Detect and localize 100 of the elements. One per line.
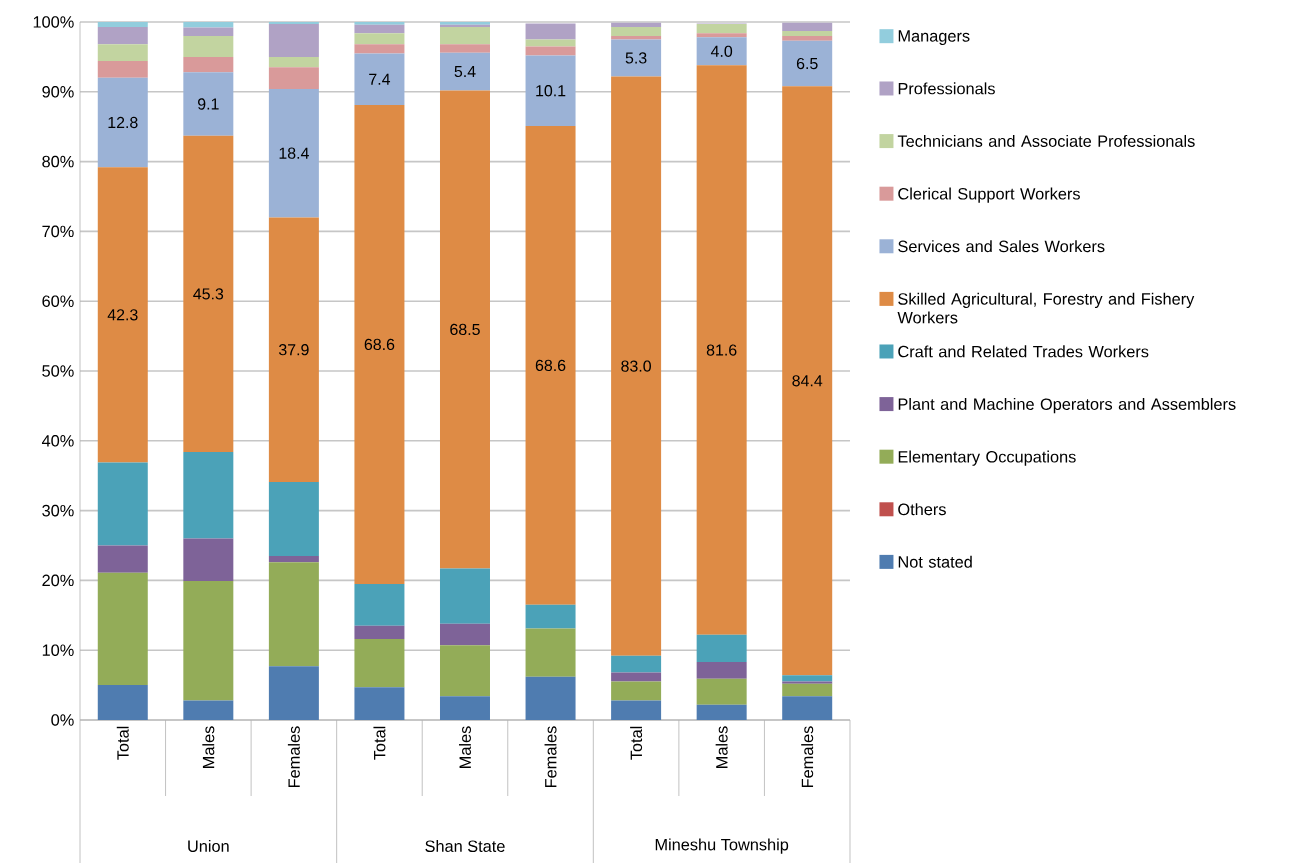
legend-label: Plant and Machine Operators and Assemblers: [898, 397, 1236, 414]
bar: [354, 639, 405, 688]
data-label: 5.3: [625, 52, 647, 64]
legend-label: Professionals: [898, 82, 995, 95]
bar: [183, 21, 234, 28]
bar: [696, 33, 747, 38]
data-label: 4.0: [710, 45, 733, 57]
bar: [354, 33, 405, 45]
bar: [268, 89, 319, 218]
bar: [97, 572, 148, 686]
legend-label: Not stated: [898, 555, 972, 568]
x-tick-label: Males: [458, 726, 471, 768]
bar: [696, 37, 747, 66]
y-tick-label: 80%: [42, 155, 74, 168]
legend-label: Technicians and Associate Professionals: [897, 134, 1195, 147]
bar: [525, 39, 576, 47]
bar: [525, 604, 576, 629]
x-tick-label: Females: [544, 726, 557, 788]
bar: [439, 90, 490, 569]
bar: [525, 676, 576, 720]
y-tick-label: 10%: [42, 644, 74, 656]
y-tick-label: 0%: [51, 714, 74, 726]
bar: [525, 23, 576, 40]
bar: [611, 26, 662, 36]
bar: [183, 35, 234, 57]
bar: [439, 52, 490, 91]
bar: [525, 628, 576, 677]
bar: [439, 696, 490, 720]
y-tick-label: 20%: [42, 574, 74, 587]
bar: [268, 481, 319, 556]
y-tick-label: 40%: [41, 435, 74, 447]
bar: [183, 27, 234, 36]
bar: [525, 55, 576, 126]
bar: [268, 666, 319, 720]
data-label: 42.3: [107, 309, 138, 321]
bar: [439, 623, 490, 646]
bar: [268, 555, 319, 563]
y-tick-label: 50%: [42, 365, 74, 377]
bar: [97, 77, 148, 168]
data-label: 5.4: [454, 65, 476, 78]
bar: [439, 645, 490, 697]
bar: [183, 581, 234, 701]
bar: [97, 685, 148, 720]
bar: [97, 462, 148, 546]
bar: [439, 44, 490, 53]
data-label: 83.0: [621, 360, 651, 372]
x-tick-label: Males: [715, 726, 728, 768]
bar: [782, 22, 833, 32]
bar: [354, 21, 405, 25]
bar: [525, 46, 576, 56]
legend-label: Managers: [898, 30, 970, 46]
data-label: 37.9: [278, 344, 309, 356]
x-tick-label: Total: [116, 726, 129, 760]
bar: [268, 56, 319, 68]
data-label: 68.6: [364, 338, 395, 351]
bar: [782, 675, 833, 682]
data-label: 68.6: [535, 359, 566, 372]
bar: [268, 217, 319, 482]
y-tick-label: 60%: [42, 295, 74, 307]
bar: [354, 24, 405, 34]
bar: [782, 31, 833, 36]
bar: [354, 53, 405, 106]
bar: [611, 22, 662, 27]
bar: [696, 704, 747, 720]
bar: [782, 696, 833, 720]
x-tick-label: Females: [801, 726, 814, 788]
bar: [268, 21, 319, 25]
bar: [696, 678, 747, 705]
bar: [97, 21, 148, 27]
bar: [183, 72, 234, 136]
bar: [525, 125, 576, 605]
bar: [439, 568, 490, 624]
bar: [611, 700, 662, 720]
data-label: 68.5: [450, 323, 480, 336]
legend-label: Elementary Occupations: [898, 450, 1076, 466]
data-label: 10.1: [536, 85, 566, 97]
bar: [611, 672, 662, 682]
x-tick-label: Females: [287, 726, 300, 788]
data-label: 84.4: [792, 375, 823, 387]
bar: [354, 105, 405, 584]
bar: [268, 562, 319, 667]
y-tick-label: 100%: [33, 16, 74, 28]
x-tick-label: Total: [630, 726, 643, 760]
bar: [354, 583, 405, 626]
bar: [782, 683, 833, 697]
bar: [183, 135, 234, 452]
data-label: 18.4: [279, 147, 309, 159]
data-label: 81.6: [706, 344, 737, 356]
bar: [183, 56, 234, 73]
bar: [97, 44, 148, 62]
text: Shan State: [425, 840, 505, 852]
text: Mineshu Township: [655, 838, 789, 854]
bar: [782, 35, 833, 41]
legend-label: Others: [898, 503, 946, 516]
bar: [611, 655, 662, 673]
bar: [782, 86, 833, 676]
bar: [782, 681, 833, 684]
bar: [183, 451, 234, 539]
bar: [268, 24, 319, 57]
bar: [354, 625, 405, 640]
